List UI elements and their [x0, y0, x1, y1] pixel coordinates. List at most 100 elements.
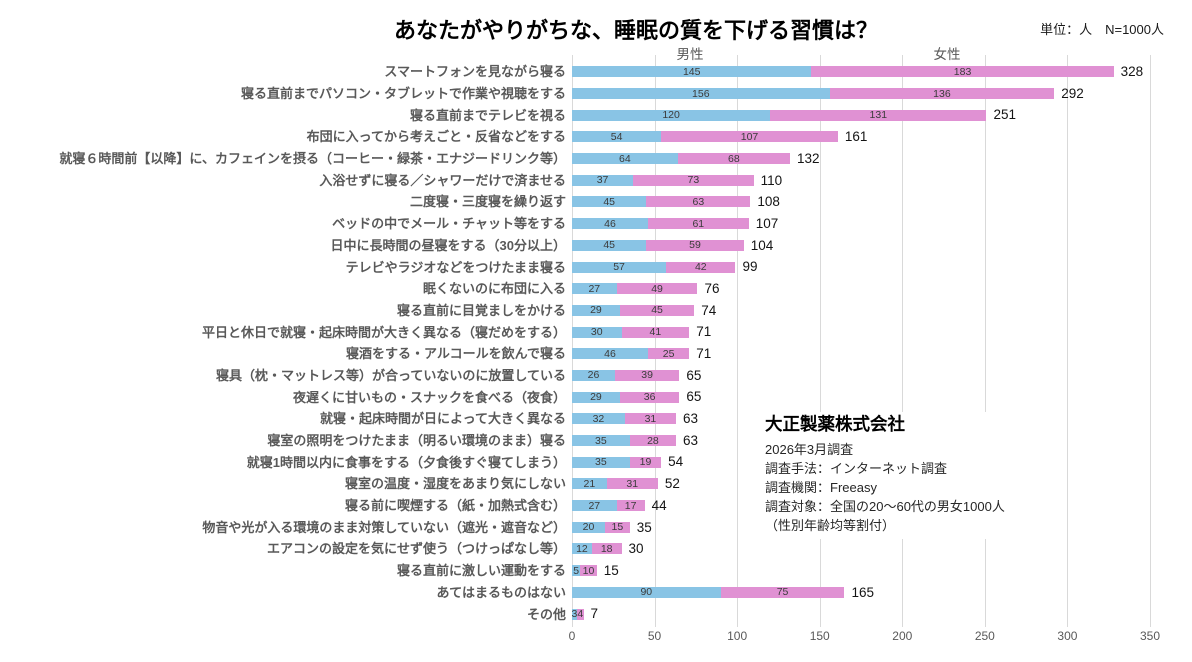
male-bar-segment: 26: [572, 369, 615, 381]
unit-note: 単位：人 N=1000人: [1040, 22, 1164, 37]
gridline: [902, 55, 904, 627]
bar-group: 45 63 108: [572, 194, 780, 210]
male-bar-segment: 21: [572, 478, 607, 490]
category-label: 寝る前に喫煙する（紙・加熱式含む）: [344, 498, 566, 514]
chart-row: 布団に入ってから考えごと・反省などをする 54 107 161: [0, 126, 1192, 148]
male-bar-segment: 3: [571, 607, 578, 620]
total-value-label: 328: [1120, 64, 1144, 80]
bar-group: 21 31 52: [572, 477, 680, 490]
chart-row: ベッドの中でメール・チャット等をする 46 61 107: [0, 213, 1192, 235]
bar-group: 12 18 30: [572, 542, 644, 555]
total-value-label: 161: [844, 129, 868, 145]
bar-group: 120 131 251: [572, 108, 1016, 121]
female-value-label: 131: [869, 108, 888, 121]
female-value-label: 25: [662, 347, 675, 360]
male-bar-segment: 156: [572, 88, 830, 100]
total-value-label: 71: [696, 346, 712, 362]
female-bar-segment: 63: [646, 196, 751, 208]
gridline: [654, 55, 656, 627]
total-value-label: 44: [651, 497, 667, 513]
female-bar-segment: 17: [616, 500, 645, 512]
category-label: エアコンの設定を気にせず使う（つけっぱなし等）: [266, 541, 566, 557]
male-value-label: 145: [682, 65, 701, 78]
chart-row: 二度寝・三度寝を繰り返す 45 63 108: [0, 191, 1192, 213]
chart-row: テレビやラジオなどをつけたまま寝る 57 42 99: [0, 256, 1192, 278]
bar-group: 29 36 65: [572, 389, 702, 405]
gridline: [1150, 55, 1151, 627]
chart-row: 寝る直前までテレビを視る 120 131 251: [0, 104, 1192, 126]
total-value-label: 104: [750, 237, 774, 253]
bar-group: 5 10 15: [572, 562, 619, 578]
female-value-label: 18: [600, 542, 613, 555]
bar-group: 27 17 44: [572, 497, 667, 513]
chart-row: その他 3 4 7: [0, 603, 1192, 625]
female-bar-segment: 31: [606, 478, 658, 490]
category-label: あてはまるものはない: [436, 584, 566, 600]
total-value-label: 54: [668, 454, 684, 470]
x-axis-tick-label: 250: [974, 629, 995, 643]
category-label: 寝る直前に激しい運動をする: [396, 563, 566, 579]
male-value-label: 64: [619, 152, 631, 165]
male-bar-segment: 45: [572, 196, 647, 208]
female-value-label: 75: [776, 586, 789, 599]
gridline: [819, 55, 821, 627]
category-label: 入浴せずに寝る／シャワーだけで済ませる: [319, 172, 566, 188]
male-bar-segment: 57: [572, 261, 667, 273]
total-value-label: 165: [851, 584, 874, 600]
male-bar-segment: 64: [572, 152, 678, 165]
x-axis-tick-label: 300: [1057, 629, 1078, 643]
bar-group: 90 75 165: [572, 584, 874, 600]
female-bar-segment: 19: [629, 456, 662, 468]
male-value-label: 3: [571, 607, 578, 620]
male-bar-segment: 30: [572, 326, 622, 338]
male-bar-segment: 35: [572, 435, 630, 447]
bar-group: 145 183 328: [572, 64, 1144, 80]
female-bar-segment: 75: [720, 586, 845, 599]
total-value-label: 71: [696, 324, 712, 340]
bar-group: 46 25 71: [572, 346, 712, 362]
male-value-label: 54: [610, 130, 623, 143]
bar-group: 37 73 110: [572, 174, 782, 187]
male-value-label: 5: [573, 564, 580, 577]
bar-group: 20 15 35: [572, 521, 652, 534]
category-label: 平日と休日で就寝・起床時間が大きく異なる（寝だめをする）: [201, 324, 566, 340]
category-label: 寝具（枕・マットレス等）が合っていないのに放置している: [216, 367, 566, 383]
annotation-line: 調査機関：Freeasy: [765, 480, 877, 495]
category-label: 寝る直前までテレビを視る: [409, 107, 566, 123]
total-value-label: 132: [796, 150, 820, 166]
category-label: 寝酒をする・アルコールを飲んで寝る: [346, 346, 566, 362]
male-value-label: 90: [640, 586, 653, 599]
category-label: ベッドの中でメール・チャット等をする: [332, 216, 566, 232]
female-bar-segment: 49: [616, 283, 698, 295]
total-value-label: 63: [683, 432, 699, 448]
bar-group: 156 136 292: [572, 87, 1084, 100]
bar-group: 35 19 54: [572, 454, 684, 470]
female-value-label: 73: [687, 174, 700, 187]
chart-row: スマートフォンを見ながら寝る 145 183 328: [0, 61, 1192, 83]
total-value-label: 15: [603, 562, 619, 578]
chart-row: あてはまるものはない 90 75 165: [0, 582, 1192, 604]
bar-group: 64 68 132: [572, 150, 820, 166]
x-axis: 0 50 100 150 200 250 300 350: [0, 629, 1192, 645]
chart-row: 寝る直前までパソコン・タブレットで作業や視聴をする 156 136 292: [0, 83, 1192, 105]
chart-row: 寝る直前に激しい運動をする 5 10 15: [0, 560, 1192, 582]
female-value-label: 107: [740, 130, 759, 143]
male-bar-segment: 37: [572, 174, 634, 186]
annotation-line: （性別年齢均等割付）: [765, 518, 896, 533]
category-label: 就寝1時間以内に食事をする（夕食後すぐ寝てしまう）: [246, 454, 566, 470]
annotation-line: 調査対象：全国の20～60代の男女1000人: [765, 499, 1005, 514]
total-value-label: 65: [686, 389, 702, 405]
female-value-label: 4: [577, 607, 584, 620]
total-value-label: 108: [757, 194, 780, 210]
male-bar-segment: 46: [572, 218, 648, 230]
female-bar-segment: 18: [591, 542, 622, 555]
male-bar-segment: 45: [572, 239, 647, 251]
female-bar-segment: 39: [614, 369, 680, 381]
female-bar-segment: 36: [619, 391, 680, 403]
category-label: 寝室の温度・湿度をあまり気にしない: [344, 476, 566, 492]
male-bar-segment: 27: [572, 283, 617, 295]
female-bar-segment: 45: [619, 304, 695, 316]
category-label: スマートフォンを見ながら寝る: [384, 64, 566, 80]
category-label: 就寝・起床時間が日によって大きく異なる: [320, 411, 566, 427]
chart-row: 寝る直前に目覚ましをかける 29 45 74: [0, 300, 1192, 322]
